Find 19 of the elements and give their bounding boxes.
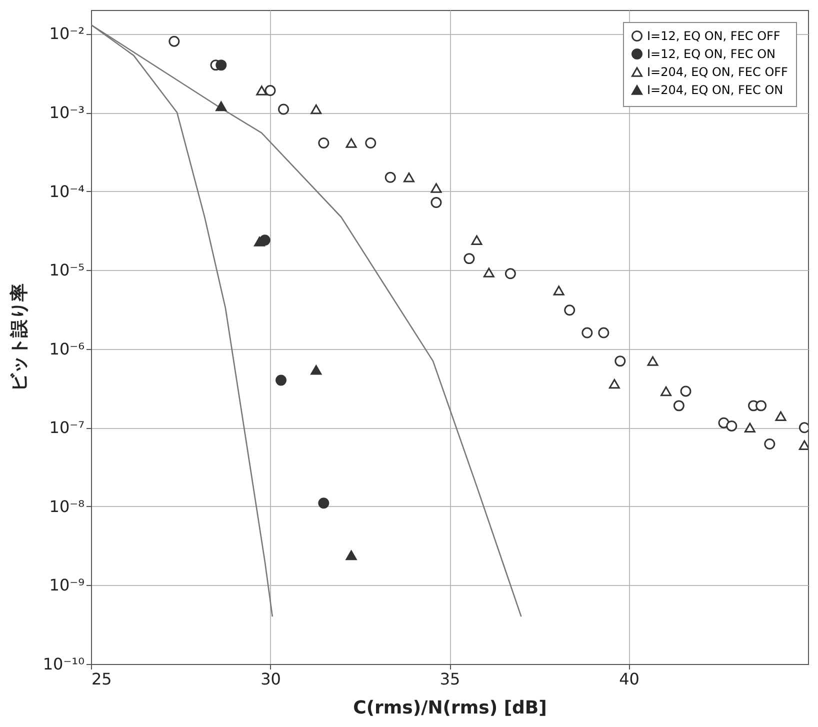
legend-label: I=204, EQ ON, FEC ON: [647, 83, 784, 97]
x-tick-label: 30: [260, 670, 281, 688]
y-axis-title: ビット誤り率: [8, 284, 30, 392]
y-tick-label: 10⁻⁵: [49, 260, 84, 280]
y-tick-label: 10⁻³: [49, 103, 84, 122]
y-tick-label: 10⁻¹⁰: [42, 654, 84, 674]
legend-label: I=12, EQ ON, FEC OFF: [647, 29, 780, 43]
y-tick-label: 10⁻⁹: [49, 576, 84, 595]
legend-label: I=12, EQ ON, FEC ON: [647, 47, 776, 61]
y-tick-label: 10⁻⁶: [49, 339, 84, 358]
y-tick-label: 10⁻⁷: [49, 418, 84, 438]
x-tick-label: 25: [92, 670, 112, 688]
y-tick-label: 10⁻⁸: [49, 496, 84, 516]
y-tick-label: 10⁻⁴: [49, 182, 84, 201]
x-axis-title: C(rms)/N(rms) [dB]: [353, 698, 547, 718]
x-tick-label: 40: [619, 670, 640, 688]
x-tick-label: 35: [440, 670, 460, 688]
y-tick-label: 10⁻²: [49, 24, 84, 44]
legend-label: I=204, EQ ON, FEC OFF: [647, 65, 788, 79]
